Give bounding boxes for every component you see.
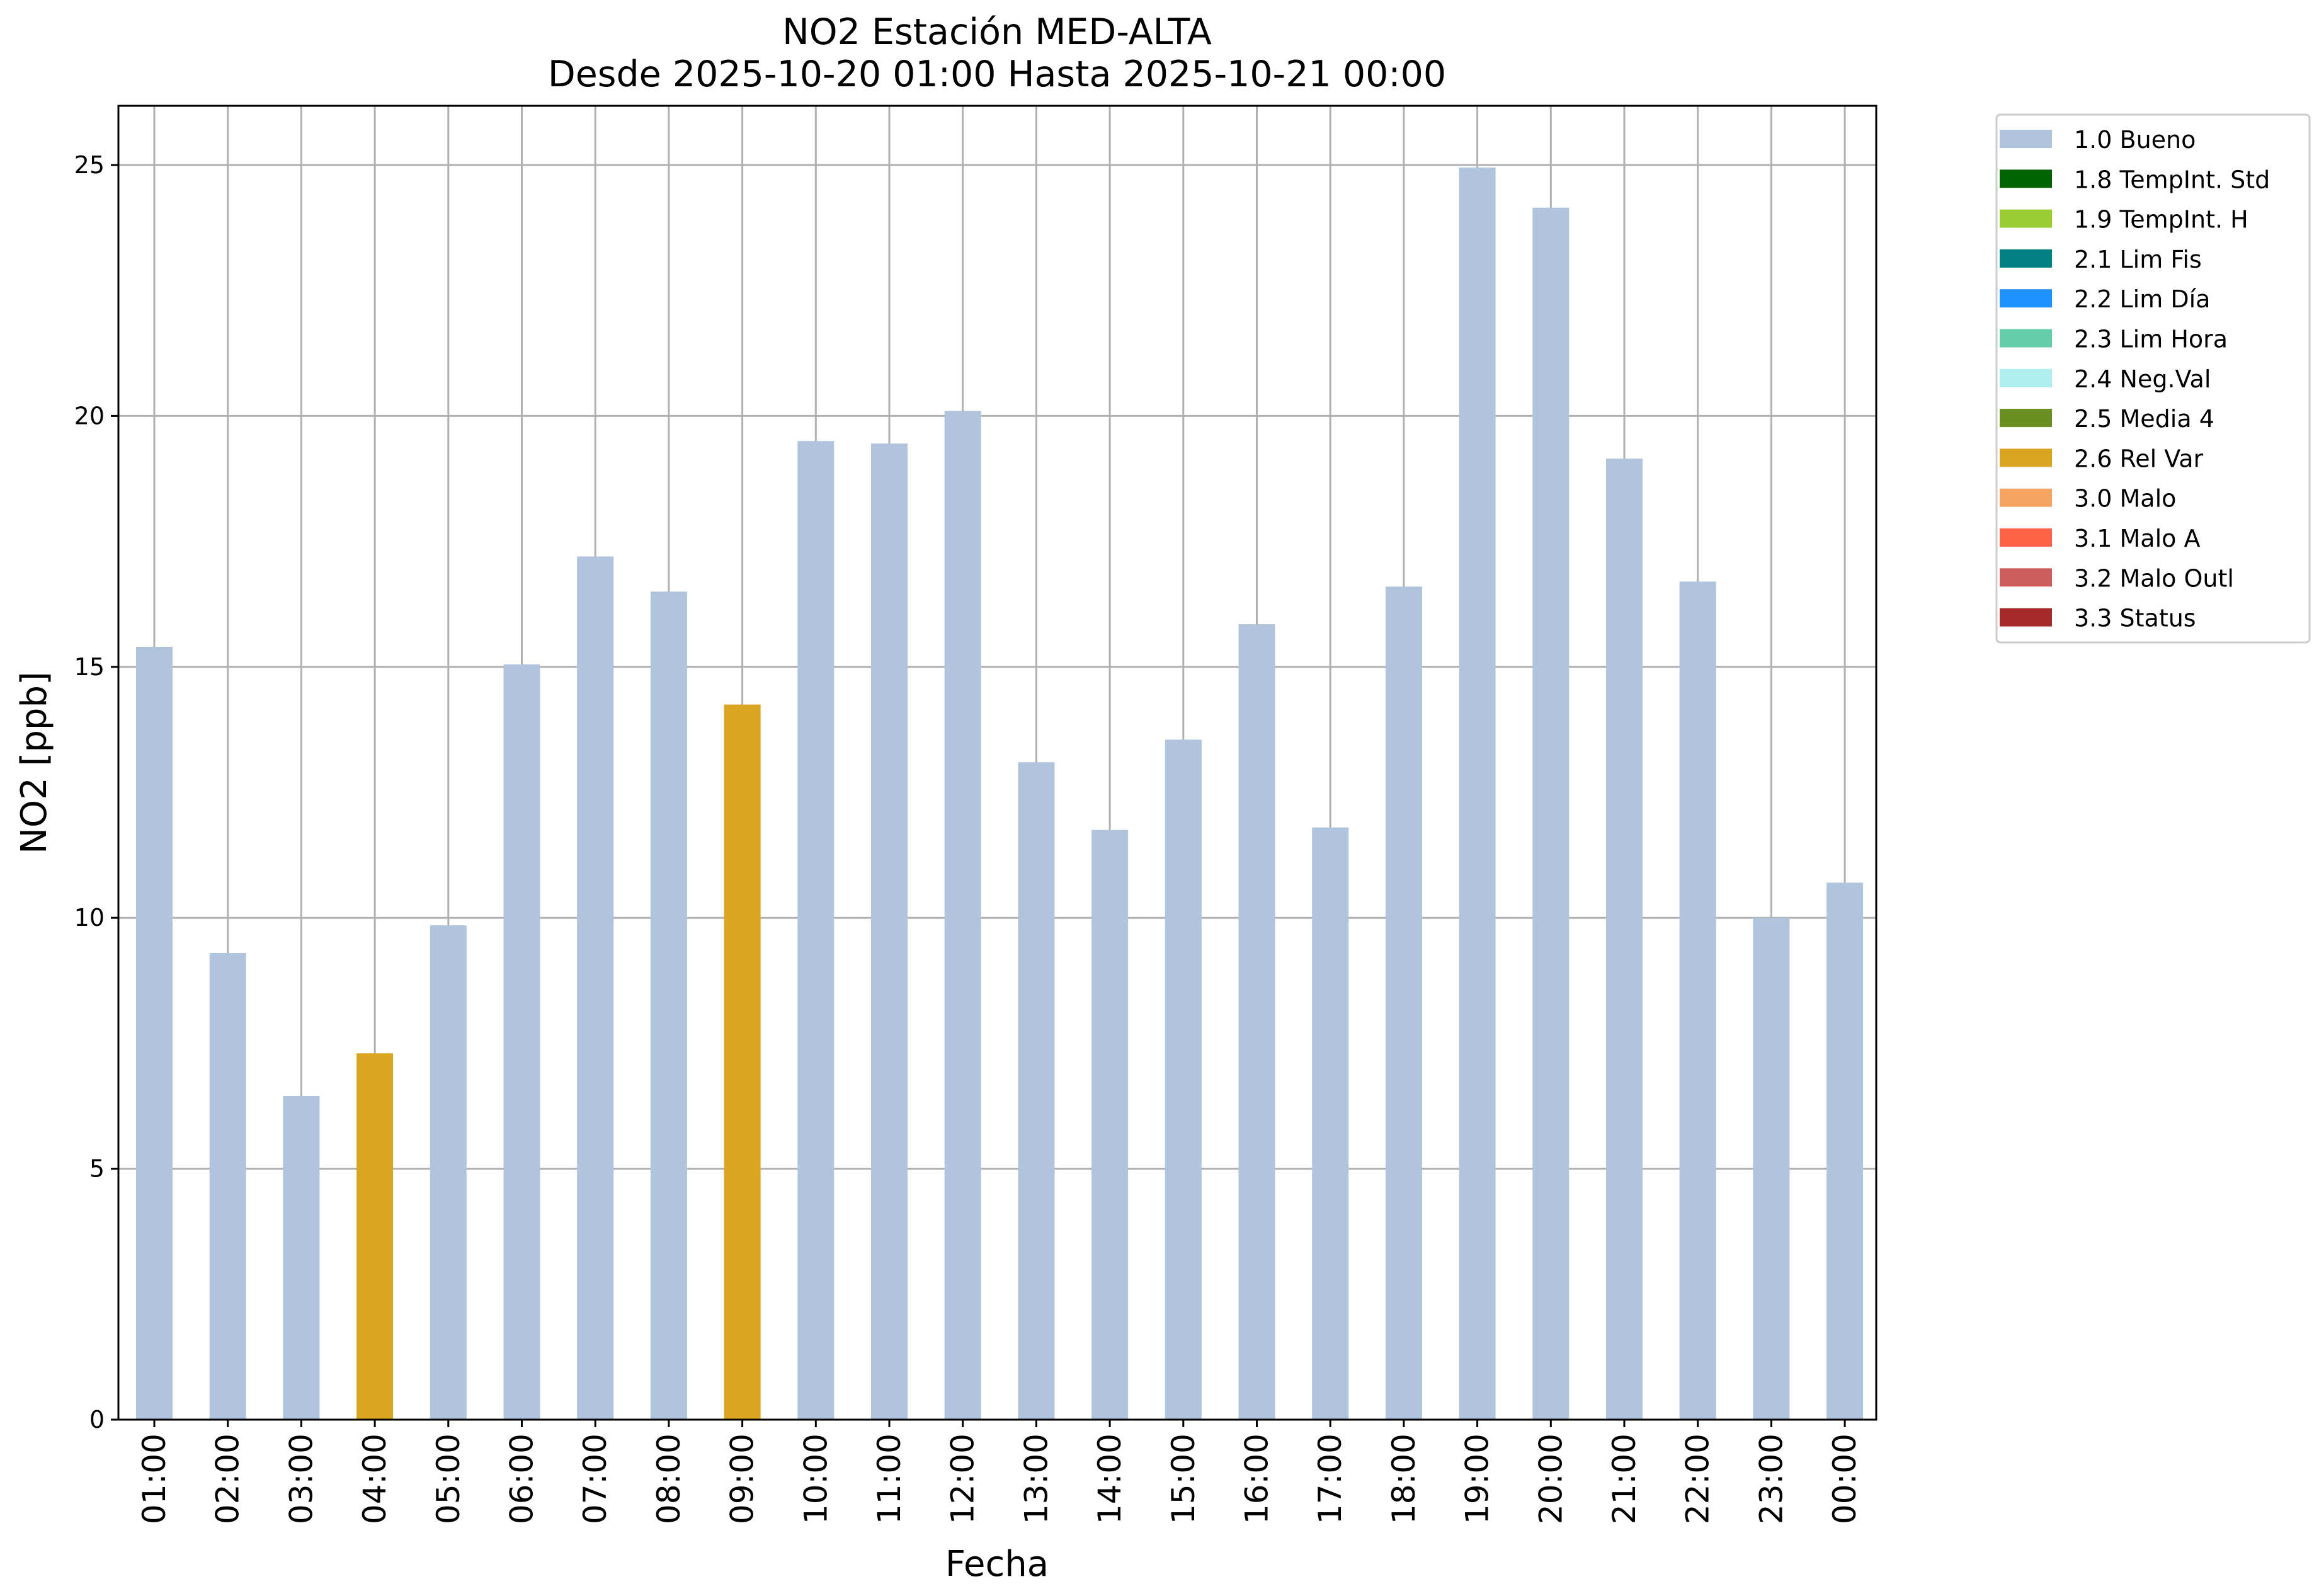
x-tick-label: 05:00	[430, 1434, 467, 1524]
y-tick-label: 15	[74, 653, 105, 681]
x-tick-label: 21:00	[1606, 1434, 1643, 1524]
x-tick-label: 03:00	[283, 1434, 319, 1524]
bar-0100	[136, 646, 173, 1420]
x-tick-label: 08:00	[651, 1434, 687, 1524]
legend-swatch	[2000, 169, 2052, 188]
x-tick-label: 15:00	[1165, 1434, 1202, 1524]
legend-swatch	[2000, 528, 2052, 547]
legend-swatch	[2000, 368, 2052, 387]
legend-swatch	[2000, 249, 2052, 268]
bars	[136, 167, 1864, 1420]
legend-label: 3.0 Malo	[2074, 485, 2176, 513]
legend-label: 2.6 Rel Var	[2074, 445, 2204, 472]
bar-2000	[1532, 207, 1570, 1420]
y-tick-label: 10	[74, 904, 105, 932]
x-tick-label: 13:00	[1018, 1434, 1054, 1524]
legend-label: 2.4 Neg.Val	[2074, 365, 2211, 393]
bar-1700	[1312, 827, 1349, 1420]
bar-0800	[650, 591, 687, 1420]
legend-label: 2.1 Lim Fis	[2074, 246, 2202, 273]
legend-swatch	[2000, 289, 2052, 308]
bar-0700	[577, 556, 614, 1420]
y-tick-label: 25	[74, 151, 105, 179]
bar-0500	[430, 925, 467, 1420]
bar-1900	[1459, 167, 1496, 1420]
legend-swatch	[2000, 329, 2052, 348]
x-tick-label: 17:00	[1312, 1434, 1348, 1524]
x-tick-label: 02:00	[210, 1434, 246, 1524]
x-tick-label: 04:00	[356, 1434, 393, 1524]
y-axis-ticks: 0 5 10 15 20 25	[74, 151, 118, 1434]
x-tick-label: 06:00	[504, 1434, 540, 1524]
legend-frame	[1995, 113, 2311, 644]
bar-1500	[1165, 739, 1202, 1420]
legend-swatch	[2000, 130, 2052, 148]
y-tick-label: 5	[89, 1155, 105, 1183]
x-tick-label: 19:00	[1459, 1434, 1496, 1524]
legend-label: 3.1 Malo A	[2074, 525, 2200, 552]
x-tick-label: 22:00	[1680, 1434, 1716, 1524]
x-tick-label: 14:00	[1091, 1434, 1128, 1524]
bar-2100	[1606, 459, 1643, 1420]
y-tick-label: 0	[89, 1406, 105, 1434]
x-tick-label: 20:00	[1532, 1434, 1569, 1524]
bar-1300	[1018, 762, 1055, 1420]
bar-1100	[871, 443, 908, 1420]
bar-1000	[797, 441, 835, 1420]
bar-0000	[1826, 882, 1864, 1420]
x-tick-label: 07:00	[577, 1434, 613, 1524]
x-tick-label: 23:00	[1753, 1434, 1789, 1524]
legend-swatch	[2000, 568, 2052, 587]
plot-area-frame	[117, 105, 1877, 1421]
bar-0200	[209, 952, 246, 1420]
x-tick-label: 09:00	[724, 1434, 761, 1524]
x-tick-label: 00:00	[1826, 1434, 1863, 1524]
legend-label: 1.8 TempInt. Std	[2074, 166, 2270, 193]
x-tick-label: 10:00	[797, 1434, 834, 1524]
bar-1200	[944, 411, 981, 1420]
bar-0900	[724, 704, 761, 1420]
legend-swatch	[2000, 409, 2052, 428]
legend: 1.0 Bueno 1.8 TempInt. Std 1.9 TempInt. H 2…	[1995, 113, 2311, 644]
x-axis-label: Fecha	[945, 1544, 1049, 1585]
x-tick-label: 16:00	[1239, 1434, 1275, 1524]
legend-swatch	[2000, 209, 2052, 228]
x-tick-label: 01:00	[136, 1434, 173, 1524]
bar-1600	[1238, 624, 1275, 1420]
y-tick-label: 20	[74, 402, 105, 430]
bar-0600	[503, 664, 540, 1420]
bar-1800	[1385, 586, 1422, 1420]
chart-title: NO2 Estación MED-ALTA	[782, 11, 1212, 53]
bar-2300	[1753, 918, 1790, 1420]
legend-swatch	[2000, 608, 2052, 627]
x-tick-label: 12:00	[945, 1434, 981, 1524]
chart-subtitle: Desde 2025-10-20 01:00 Hasta 2025-10-21 …	[548, 54, 1446, 95]
legend-label: 1.0 Bueno	[2074, 126, 2196, 154]
legend-label: 3.3 Status	[2074, 605, 2196, 632]
y-axis-label: NO2 [ppb]	[14, 671, 55, 854]
legend-label: 2.2 Lim Día	[2074, 285, 2210, 313]
x-axis-ticks: 01:00 02:00 03:00 04:00 05:00 06:00 07:00 08:00…	[136, 1420, 1863, 1524]
x-tick-label: 11:00	[871, 1434, 908, 1524]
bar-0300	[283, 1096, 320, 1420]
legend-swatch	[2000, 488, 2052, 507]
legend-swatch	[2000, 448, 2052, 467]
legend-label: 2.5 Media 4	[2074, 405, 2214, 433]
x-tick-label: 18:00	[1386, 1434, 1422, 1524]
legend-label: 2.3 Lim Hora	[2074, 326, 2228, 353]
legend-label: 3.2 Malo Outl	[2074, 564, 2234, 592]
bar-1400	[1091, 829, 1129, 1420]
legend-label: 1.9 TempInt. H	[2074, 206, 2248, 234]
bar-2200	[1679, 581, 1716, 1420]
bar-0400	[356, 1053, 394, 1420]
